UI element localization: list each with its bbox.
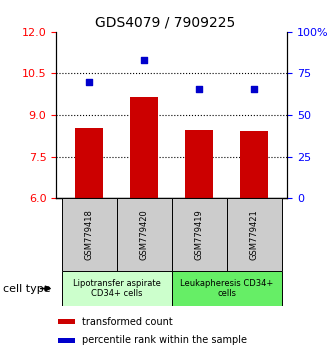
Bar — [58, 319, 75, 324]
Text: percentile rank within the sample: percentile rank within the sample — [82, 335, 247, 345]
Bar — [240, 131, 268, 198]
Text: cell type: cell type — [3, 284, 51, 293]
Bar — [227, 198, 281, 271]
Bar — [116, 198, 172, 271]
Point — [86, 79, 92, 85]
Bar — [130, 97, 158, 198]
Bar — [75, 127, 103, 198]
Bar — [172, 271, 281, 306]
Bar — [58, 338, 75, 343]
Text: GSM779421: GSM779421 — [249, 209, 259, 260]
Text: transformed count: transformed count — [82, 316, 172, 327]
Bar — [172, 198, 227, 271]
Point — [196, 86, 202, 92]
Point — [251, 86, 257, 92]
Text: GSM779418: GSM779418 — [84, 209, 94, 260]
Text: Leukapheresis CD34+
cells: Leukapheresis CD34+ cells — [180, 279, 273, 298]
Bar — [185, 130, 213, 198]
Text: GSM779420: GSM779420 — [140, 209, 148, 260]
Text: GDS4079 / 7909225: GDS4079 / 7909225 — [95, 16, 235, 30]
Bar — [62, 271, 172, 306]
Text: GSM779419: GSM779419 — [195, 209, 204, 260]
Bar — [62, 198, 116, 271]
Point — [142, 57, 147, 62]
Text: Lipotransfer aspirate
CD34+ cells: Lipotransfer aspirate CD34+ cells — [73, 279, 160, 298]
